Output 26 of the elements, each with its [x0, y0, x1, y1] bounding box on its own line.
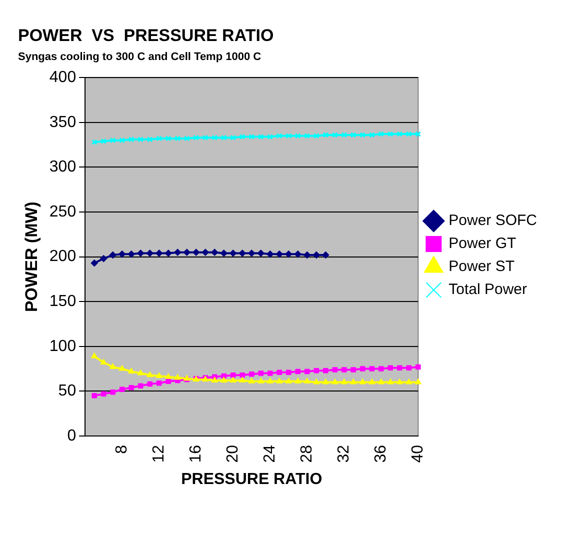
- x-tick-label: 36: [372, 444, 390, 463]
- legend-label: Power SOFC: [448, 212, 538, 230]
- legend-label: Power GT: [448, 235, 516, 252]
- y-axis-title: POWER (MW): [22, 202, 41, 312]
- y-tick-label: 0: [67, 427, 76, 444]
- y-tick-label: 250: [49, 203, 76, 220]
- chart-title: POWER VS PRESSURE RATIO: [18, 26, 274, 45]
- x-tick-label: 12: [150, 444, 168, 463]
- y-tick-label: 100: [49, 338, 76, 355]
- x-tick-label: 16: [188, 444, 205, 463]
- x-tick-label: 8: [114, 444, 131, 454]
- x-axis-title: PRESSURE RATIO: [181, 470, 322, 488]
- legend-label: Power ST: [448, 258, 515, 276]
- y-tick-label: 300: [49, 158, 76, 176]
- y-tick-label: 400: [49, 69, 76, 86]
- x-tick-label: 20: [224, 444, 242, 463]
- y-tick-label: 50: [58, 382, 76, 400]
- x-tick-label: 28: [298, 444, 316, 463]
- y-tick-label: 150: [49, 293, 76, 310]
- x-tick-label: 32: [336, 444, 353, 463]
- legend-label: Total Power: [448, 281, 528, 298]
- chart-subtitle: Syngas cooling to 300 C and Cell Temp 1000 C: [18, 51, 262, 64]
- x-tick-label: 24: [262, 444, 279, 463]
- x-tick-label: 40: [410, 444, 427, 463]
- y-tick-label: 350: [49, 114, 76, 131]
- y-tick-label: 200: [49, 248, 76, 266]
